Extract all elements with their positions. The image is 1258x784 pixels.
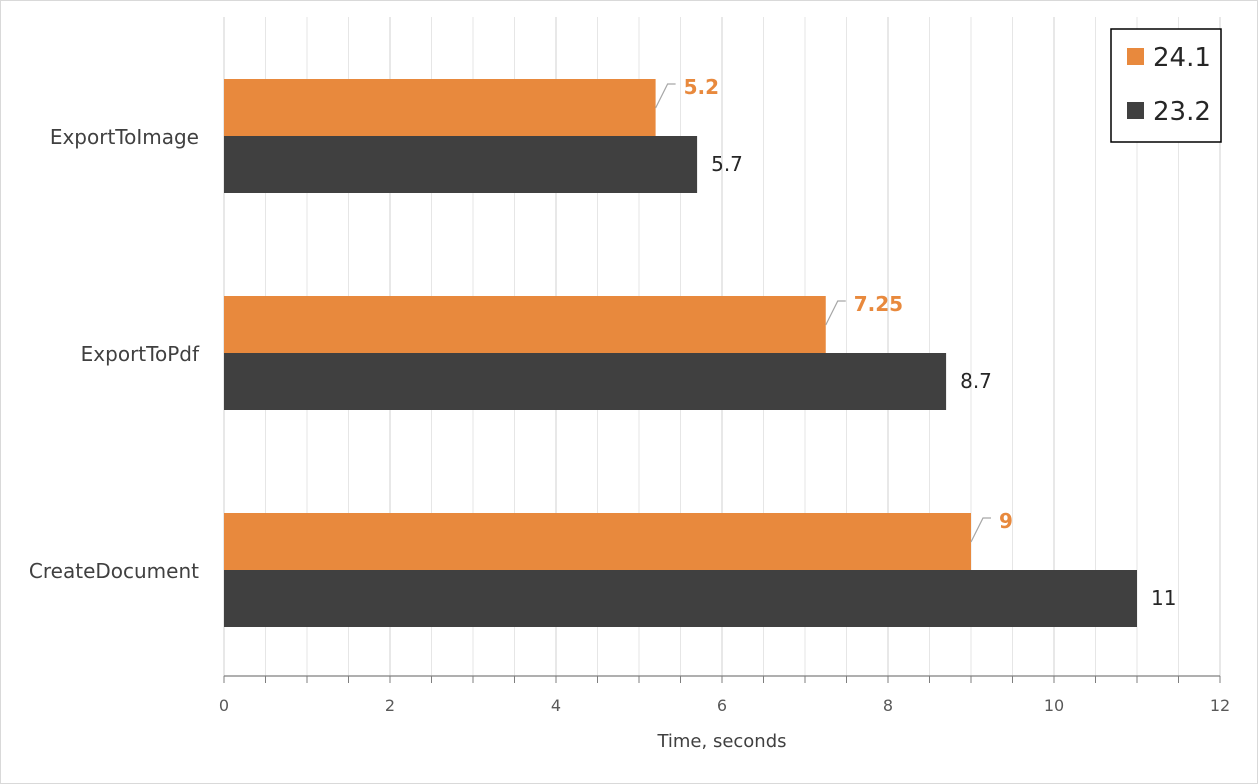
data-label-leader [655,83,676,109]
category-label: ExportToPdf [81,342,200,366]
category-label: CreateDocument [29,559,199,583]
x-tick-label: 6 [717,696,727,715]
bar-23-2-ExportToImage [224,136,698,193]
category-labels: ExportToImage ExportToPdf CreateDocument [29,125,200,583]
legend-swatch [1127,48,1144,65]
legend-label: 23.2 [1153,97,1211,127]
x-axis: 0 2 4 6 8 10 12 [219,675,1230,715]
data-label: 5.7 [711,152,743,176]
category-label: ExportToImage [50,125,199,149]
x-tick-label: 2 [385,696,395,715]
bar-24-1-ExportToImage [224,79,656,136]
x-tick-label: 10 [1044,696,1064,715]
data-label: 9 [999,509,1013,533]
bar-24-1-ExportToPdf [224,296,826,353]
data-label-leader [825,300,846,326]
x-tick-label: 4 [551,696,561,715]
bars [224,79,1137,627]
bar-24-1-CreateDocument [224,513,971,570]
data-labels: 5.2 5.7 7.25 8.7 9 11 [655,75,1176,610]
data-label: 7.25 [854,292,903,316]
legend-label: 24.1 [1153,43,1211,73]
data-label: 5.2 [684,75,719,99]
legend: 24.1 23.2 [1110,28,1222,143]
bar-23-2-ExportToPdf [224,353,947,410]
x-tick-label: 0 [219,696,229,715]
bar-23-2-CreateDocument [224,570,1137,627]
legend-box [1110,28,1222,143]
x-tick-label: 12 [1210,696,1230,715]
data-label: 8.7 [960,369,992,393]
data-label: 11 [1151,586,1176,610]
x-axis-title: Time, seconds [656,731,786,752]
data-label-leader [970,517,991,543]
legend-swatch [1127,102,1144,119]
x-tick-label: 8 [883,696,893,715]
